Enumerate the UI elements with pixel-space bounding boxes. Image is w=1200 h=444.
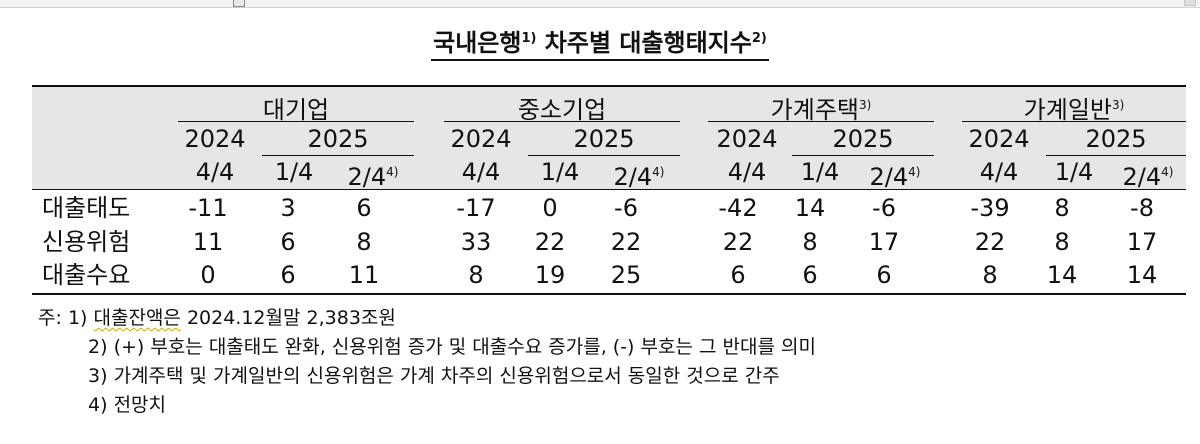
footnote-number: 2) (88, 336, 108, 358)
table-cell: -17 (456, 194, 496, 222)
table-cell: 6 (356, 194, 372, 222)
table-cell: 8 (356, 228, 372, 256)
footnotes: 주: 1) 대출잔액은 2024.12월말 2,383조원 2) (+) 부호는… (38, 304, 816, 420)
quarter-g3-q3: 2/44) (869, 163, 921, 191)
table-cell: -6 (614, 194, 638, 222)
row-label-lending-attitude: 대출태도 (42, 194, 131, 222)
table-bottom-rule (32, 293, 1186, 295)
footnote-number: 3) (88, 365, 108, 387)
table-cell: 17 (1126, 228, 1158, 256)
table-cell: 22 (610, 228, 642, 256)
table-cell: 11 (348, 261, 380, 289)
footnote-text: (+) 부호는 대출태도 완화, 신용위험 증가 및 대출수요 증가를, (-)… (113, 336, 816, 358)
year-2025-g4: 2025 (1085, 125, 1147, 153)
table-cell: 14 (794, 194, 826, 222)
table-cell: 3 (280, 194, 296, 222)
quarter-g4-q1: 4/4 (979, 158, 1019, 186)
footnote-3: 3) 가계주택 및 가계일반의 신용위험은 가계 차주의 신용위험으로서 동일한… (38, 362, 816, 391)
footnote-text: 가계주택 및 가계일반의 신용위험은 가계 차주의 신용위험으로서 동일한 것으… (113, 365, 780, 387)
footnote-2: 2) (+) 부호는 대출태도 완화, 신용위험 증가 및 대출수요 증가를, … (38, 333, 816, 362)
table-title: 국내은행1) 차주별 대출행태지수2) (0, 24, 1200, 61)
table-cell: 6 (802, 261, 818, 289)
group-header-household-general: 가계일반3) (1023, 96, 1125, 124)
table-cell: 6 (876, 261, 892, 289)
table-cell: 33 (460, 228, 492, 256)
title-footnote-1: 1) (521, 31, 537, 46)
year-2025-g2: 2025 (573, 125, 635, 153)
year-2024-g4: 2024 (968, 125, 1030, 153)
table-cell: 19 (534, 261, 566, 289)
quarter-g2-q1: 4/4 (461, 158, 501, 186)
quarter-g2-q2: 1/4 (540, 158, 580, 186)
table-cell: 25 (610, 261, 642, 289)
quarter-g3-q1: 4/4 (727, 158, 767, 186)
table-cell: -39 (970, 194, 1010, 222)
row-label-credit-risk: 신용위험 (42, 228, 131, 256)
quarter-g1-q3: 2/44) (347, 163, 399, 191)
table-cell: 17 (868, 228, 900, 256)
table-cell: 22 (974, 228, 1006, 256)
title-text-2: 차주별 대출행태지수 (536, 29, 752, 57)
table-cell: 8 (1054, 228, 1070, 256)
table-cell: 8 (982, 261, 998, 289)
quarter-g4-q3: 2/44) (1122, 163, 1174, 191)
table-cell: 6 (730, 261, 746, 289)
table-cell: 8 (1054, 194, 1070, 222)
table-cell: 8 (802, 228, 818, 256)
group-header-sme: 중소기업 (517, 96, 607, 124)
title-footnote-2: 2) (751, 31, 767, 46)
quarter-g1-q1: 4/4 (195, 158, 235, 186)
year-2024-g3: 2024 (716, 125, 778, 153)
year-rule-2 (528, 155, 680, 156)
quarter-g4-q2: 1/4 (1054, 158, 1094, 186)
table-cell: -6 (872, 194, 896, 222)
year-2025-g3: 2025 (832, 125, 894, 153)
table-cell: 0 (200, 261, 216, 289)
header-bottom-rule (32, 189, 1186, 190)
footnote-number: 4) (88, 394, 108, 416)
title-text: 국내은행 (433, 29, 522, 57)
table-cell: 6 (280, 228, 296, 256)
table-cell: -11 (188, 194, 228, 222)
year-rule-4 (1046, 155, 1186, 156)
group-rule-sme (444, 121, 680, 122)
table-cell: 14 (1126, 261, 1158, 289)
quarter-g3-q2: 1/4 (800, 158, 840, 186)
group-header-household-housing: 가계주택3) (770, 96, 872, 124)
window-top-strip (0, 0, 1200, 8)
footnote-text: 2024.12월말 2,383조원 (180, 307, 396, 329)
footnote-text-spellchecked: 대출잔액은 (93, 307, 181, 329)
footnote-number: 1) (67, 307, 88, 329)
table-cell: -8 (1130, 194, 1154, 222)
footnote-text: 전망치 (113, 394, 167, 416)
table-cell: 11 (192, 228, 224, 256)
table-cell: 8 (468, 261, 484, 289)
group-rule-household-general (962, 121, 1186, 122)
group-rule-large-corp (178, 121, 414, 122)
year-2024-g2: 2024 (450, 125, 512, 153)
table-cell: 6 (280, 261, 296, 289)
row-label-loan-demand: 대출수요 (42, 261, 131, 289)
text-cursor-marker (233, 0, 245, 7)
year-2024-g1: 2024 (184, 125, 246, 153)
group-header-large-corp: 대기업 (262, 96, 330, 124)
quarter-g2-q3: 2/44) (613, 163, 665, 191)
year-2025-g1: 2025 (307, 125, 369, 153)
table-cell: -42 (718, 194, 758, 222)
table-cell: 14 (1046, 261, 1078, 289)
scroll-thumb[interactable] (1184, 0, 1196, 6)
table-header-shading (32, 86, 1186, 189)
year-rule-1 (262, 155, 414, 156)
footnote-4: 4) 전망치 (38, 391, 816, 420)
table-cell: 0 (542, 194, 558, 222)
year-rule-3 (792, 155, 934, 156)
footnote-1: 주: 1) 대출잔액은 2024.12월말 2,383조원 (38, 304, 816, 333)
table-top-rule (32, 85, 1186, 87)
table-cell: 22 (534, 228, 566, 256)
group-rule-household-housing (708, 121, 934, 122)
footnote-prefix: 주: (38, 307, 62, 329)
table-cell: 22 (722, 228, 754, 256)
quarter-g1-q2: 1/4 (274, 158, 314, 186)
